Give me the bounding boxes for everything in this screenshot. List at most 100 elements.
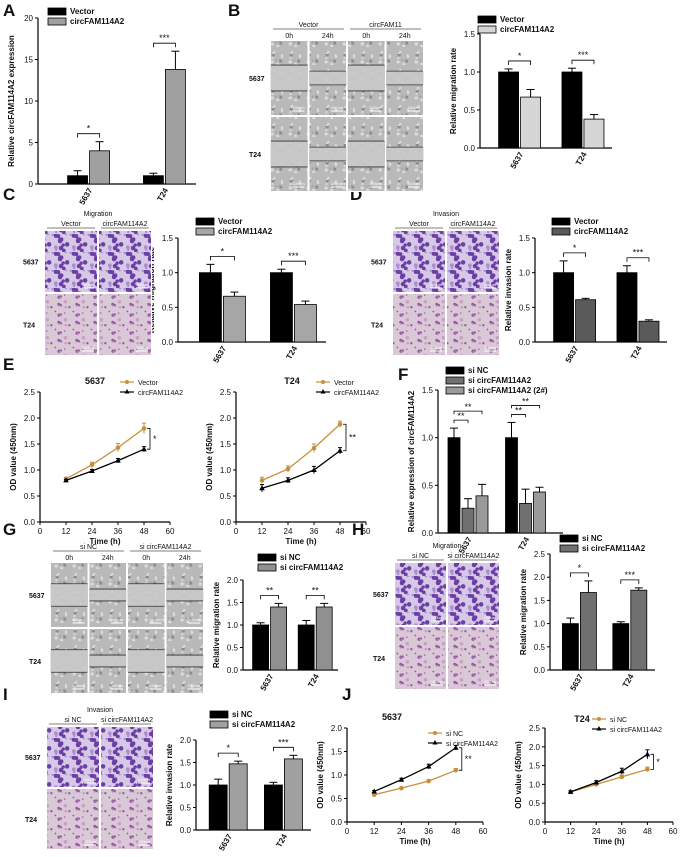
scale-bar-label: 100um	[292, 105, 305, 110]
y-tick-label: 2.5	[24, 388, 36, 397]
chart-a: 0 5 10 15 20 Relative circFAM114A2 expression…	[7, 7, 196, 206]
scale-bar-label: 100um	[484, 615, 497, 620]
data-point	[89, 462, 95, 468]
y-tick-label: 1.5	[220, 440, 232, 449]
significance-bracket	[305, 595, 325, 600]
series-line	[570, 768, 648, 793]
x-tick-label: 0	[38, 527, 43, 536]
significance-bracket	[217, 752, 239, 758]
significance-bracket	[458, 747, 463, 771]
chart-title: T24	[574, 714, 590, 724]
category-label: 5637	[259, 672, 276, 692]
scale-bar-label: 100um	[149, 683, 162, 688]
significance-marker: **	[522, 396, 530, 406]
y-tick-label: 0.0	[422, 529, 434, 538]
bar	[294, 304, 317, 343]
legend-label: si NC	[280, 553, 301, 562]
bar	[612, 623, 630, 671]
x-tick-label: 48	[643, 827, 652, 836]
significance-bracket	[343, 423, 347, 452]
micrograph-row-label: 5637	[25, 755, 41, 762]
legend-label: si NC	[468, 366, 489, 375]
chart-e2: 0.0 0.5 1.0 1.5 2.0 2.5 0 12 24 36 48 60 Time (h) OD …	[205, 376, 379, 546]
category-label: 5637	[509, 150, 526, 170]
micrograph-column-label: si NC	[412, 553, 429, 560]
scratch-gap	[166, 589, 204, 601]
legend-marker	[125, 380, 129, 384]
y-axis-label: Relative invasion rate	[504, 248, 513, 331]
legend-swatch	[209, 720, 229, 729]
panel-label-j: J	[342, 685, 351, 704]
bar	[553, 272, 574, 343]
data-point	[89, 468, 95, 474]
series-line	[373, 747, 457, 793]
scale-bar-label: 100um	[138, 839, 151, 844]
micrograph-image	[446, 293, 500, 356]
micrograph-subcolumn-label: 24h	[102, 555, 114, 562]
bar	[505, 437, 518, 534]
bar	[252, 624, 270, 671]
series-line	[65, 427, 145, 480]
y-axis-label: OD value (450nm)	[514, 741, 523, 809]
bar	[263, 784, 283, 831]
bar	[270, 272, 293, 343]
category-label: T24	[274, 832, 289, 849]
micrograph-row-label: 5637	[29, 593, 45, 600]
y-tick-label: 1.0	[220, 466, 232, 475]
scale-bar-label: 100um	[369, 181, 382, 186]
y-tick-label: 0.0	[331, 818, 343, 827]
micrograph-image	[100, 788, 154, 850]
significance-bracket	[511, 414, 526, 418]
category-label: 5637	[564, 344, 581, 364]
category-label: T24	[306, 672, 321, 689]
data-point	[453, 768, 459, 773]
bar	[270, 606, 288, 671]
y-axis-label: OD value (450nm)	[316, 741, 325, 809]
legend-swatch	[195, 227, 215, 236]
micrograph-row-label: T24	[29, 659, 41, 666]
bar	[638, 320, 660, 343]
data-point	[619, 774, 625, 780]
y-tick-label: 2.0	[220, 414, 232, 423]
y-tick-label: 1.5	[519, 234, 531, 243]
x-tick-label: 36	[114, 527, 123, 536]
x-axis-label: Time (h)	[400, 837, 431, 846]
data-point	[115, 457, 121, 463]
significance-marker: **	[464, 402, 472, 412]
y-tick-label: 0.5	[227, 644, 239, 653]
data-point	[285, 477, 291, 483]
micrograph-image	[98, 293, 152, 356]
y-tick-label: 1.5	[24, 440, 36, 449]
y-tick-label: 1.5	[331, 748, 343, 757]
x-tick-label: 12	[62, 527, 71, 536]
scratch-gap	[50, 649, 88, 673]
legend-swatch	[195, 217, 215, 226]
scale-bar-label: 100um	[84, 839, 97, 844]
micrograph-i: Invasion si NC si circFAM114A2 5637 100um 100…	[25, 707, 154, 850]
micrograph-column-label: circFAM114A2	[103, 221, 148, 228]
chart-title: T24	[284, 376, 300, 386]
series-line	[261, 450, 341, 489]
legend-label: si NC	[446, 731, 463, 738]
significance-marker: **	[465, 754, 473, 764]
legend-label: circFAM114A2	[138, 390, 183, 397]
y-tick-label: 1.5	[534, 596, 546, 605]
data-point	[285, 466, 291, 472]
legend-label: circFAM114A2	[218, 227, 273, 236]
micrograph-subcolumn-label: 24h	[179, 555, 191, 562]
panel-label-g: G	[3, 520, 16, 539]
bar	[533, 491, 546, 534]
scale-bar-label: 100um	[136, 345, 149, 350]
micrograph-image	[98, 230, 152, 293]
panel-label-c: C	[3, 185, 15, 204]
significance-bracket	[273, 746, 294, 752]
data-point	[453, 744, 459, 750]
panel-label-b: B	[228, 1, 240, 20]
legend-marker	[596, 726, 602, 731]
significance-marker: *	[656, 757, 660, 767]
micrograph-image	[394, 562, 447, 626]
chart-title: 5637	[382, 712, 402, 722]
y-tick-label: 0.0	[180, 826, 192, 835]
